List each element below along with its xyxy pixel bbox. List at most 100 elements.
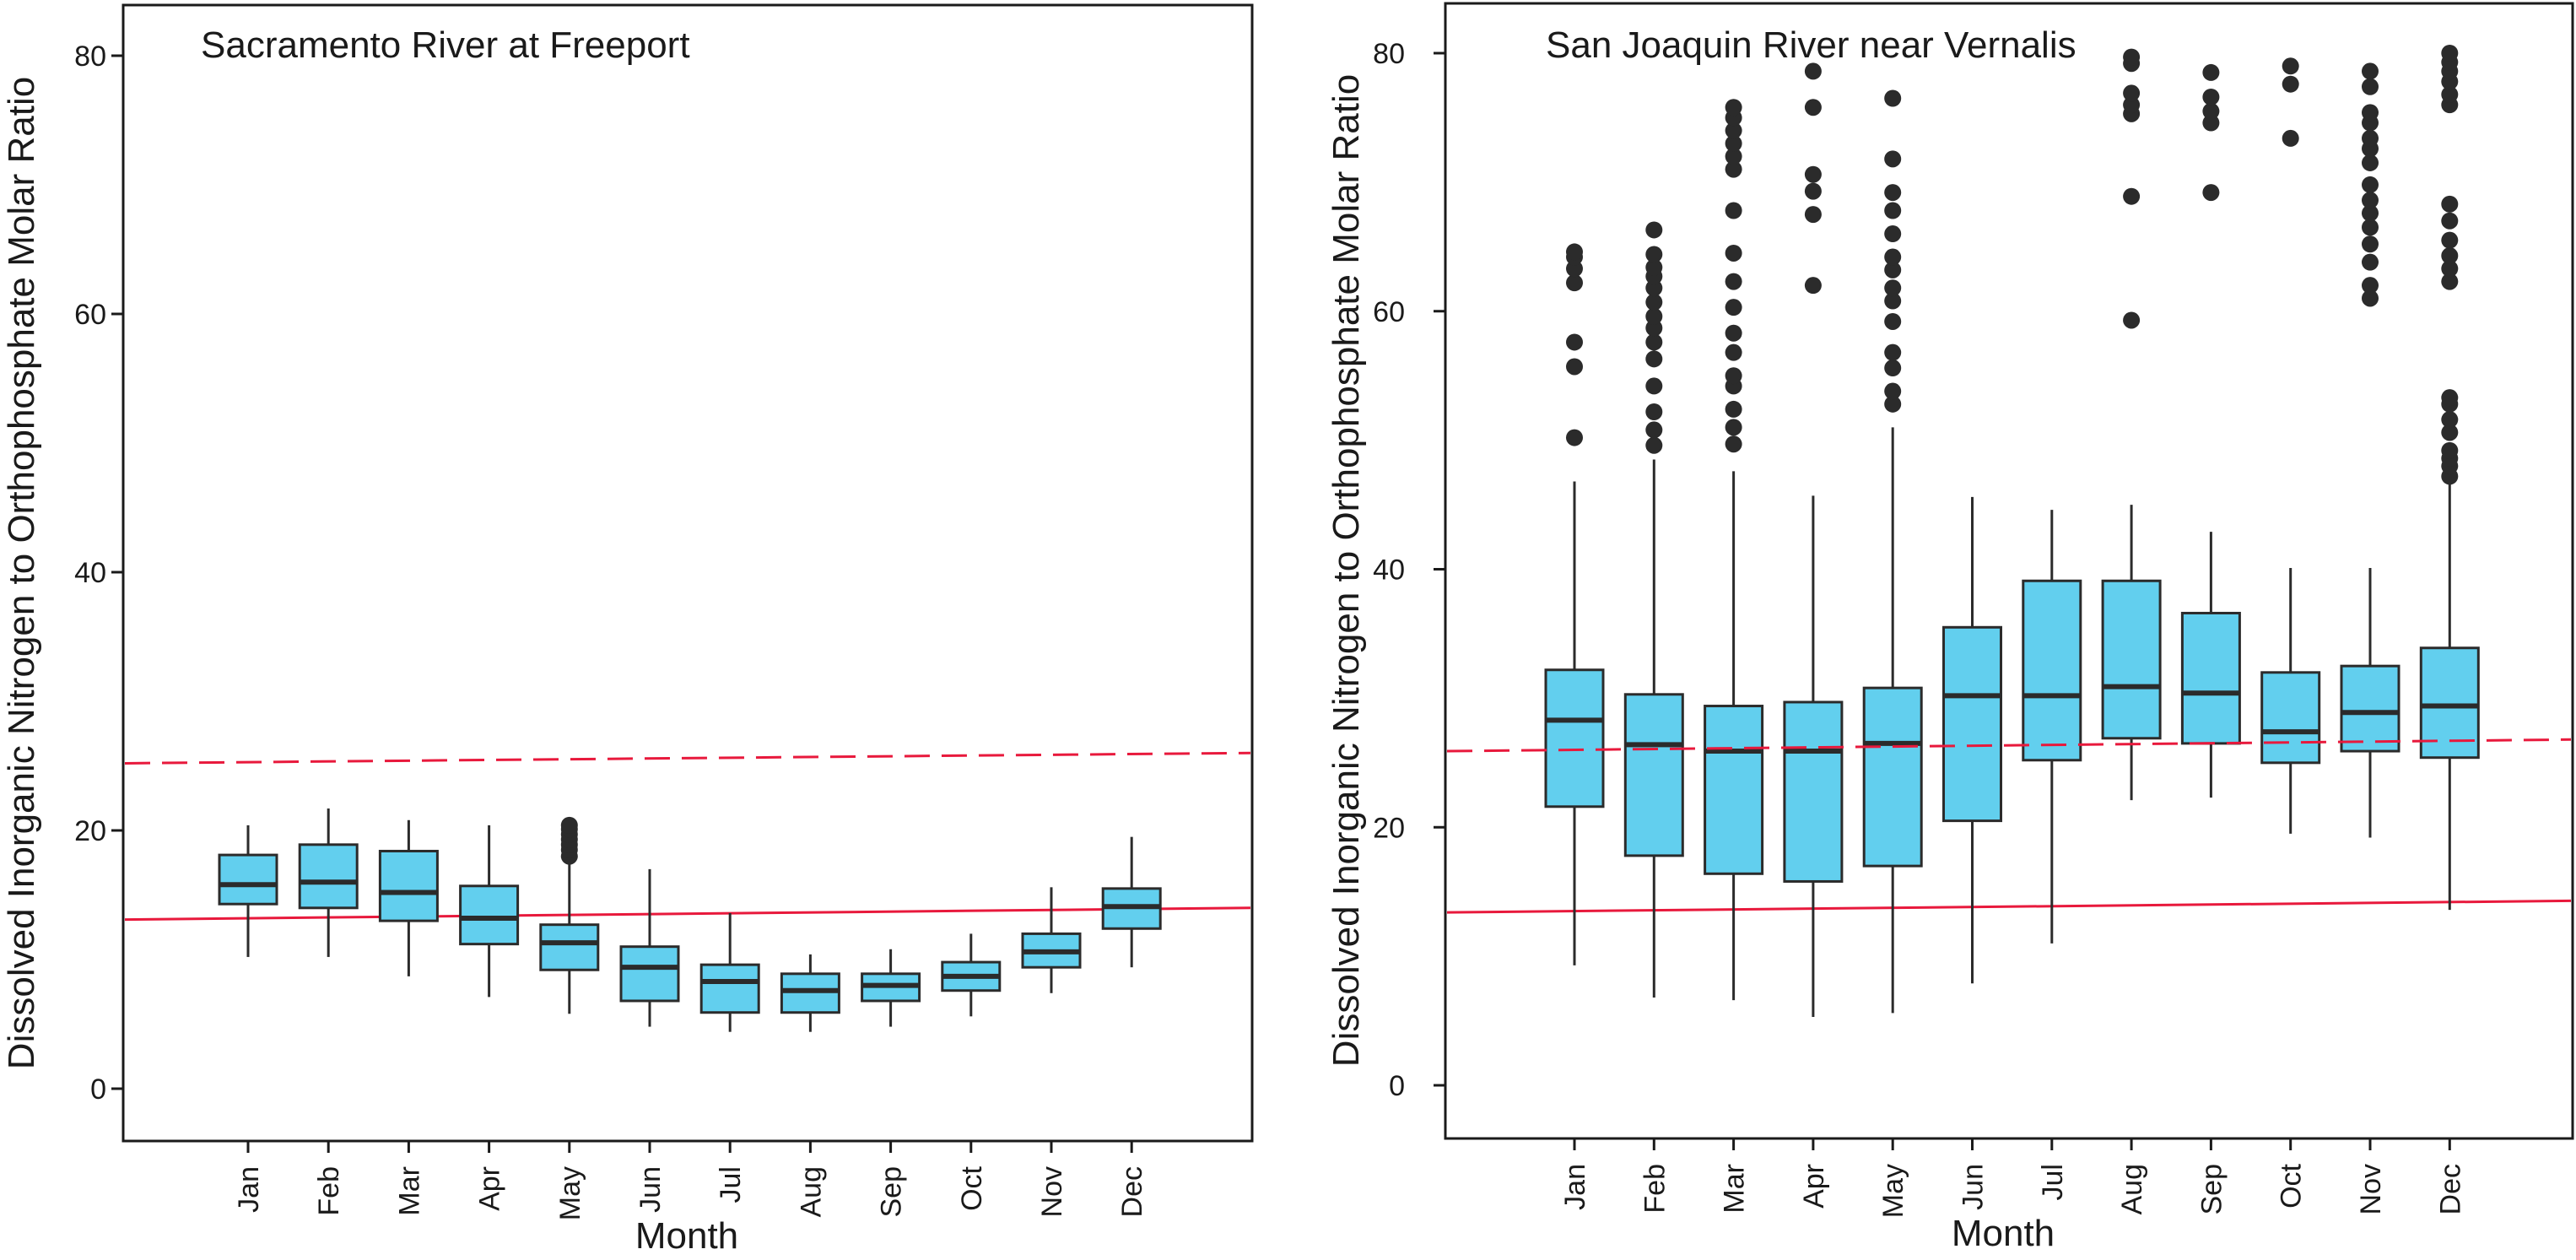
outlier-point: [1804, 277, 1822, 295]
y-tick-label: 60: [1373, 296, 1405, 328]
outlier-point: [2362, 176, 2379, 193]
outlier-point: [2282, 57, 2299, 75]
outlier-point: [1645, 350, 1663, 368]
outlier-point: [560, 816, 578, 834]
outlier-point: [1884, 395, 1902, 413]
left-x-axis-label: Month: [635, 1215, 738, 1257]
outlier-point: [1566, 333, 1583, 351]
outlier-point: [1725, 160, 1742, 178]
outlier-point: [1645, 294, 1663, 311]
x-tick-label: Aug: [2116, 1164, 2148, 1215]
y-tick-label: 80: [1373, 38, 1405, 70]
outlier-point: [1725, 419, 1742, 436]
outlier-point: [1725, 273, 1742, 290]
outlier-point: [2202, 102, 2220, 120]
x-tick-label: Apr: [474, 1166, 506, 1211]
outlier-point: [1884, 312, 1902, 330]
outlier-point: [1645, 436, 1663, 454]
left-marks: 0 20 40 60 80 Jan Feb Mar Apr May Jun Jul Aug Sep Oct N…: [74, 41, 1251, 1220]
outlier-point: [1566, 358, 1583, 376]
outlier-point: [1645, 279, 1663, 297]
reference-line-dashed: [124, 751, 1251, 765]
outlier-point: [1884, 279, 1902, 297]
outlier-point: [2441, 260, 2459, 278]
outlier-point: [2441, 212, 2459, 230]
x-tick-label: Oct: [2276, 1163, 2308, 1208]
outlier-point: [2362, 154, 2379, 171]
outlier-point: [2123, 311, 2141, 329]
outlier-point: [1725, 435, 1742, 453]
outlier-point: [1884, 382, 1902, 400]
outlier-point: [1645, 307, 1663, 325]
outlier-point: [1645, 377, 1663, 395]
outlier-point: [1566, 260, 1583, 278]
outlier-point: [1725, 99, 1742, 116]
box-feb: [1623, 693, 1684, 857]
y-tick-label: 60: [74, 299, 106, 331]
outlier-point: [2202, 88, 2220, 105]
outlier-point: [2362, 62, 2379, 80]
outlier-point: [2362, 253, 2379, 271]
box-aug: [780, 972, 840, 1014]
right-marks: 0 20 40 60 80 Jan Feb Mar Apr May Jun Jul Aug Sep Oct N…: [1373, 38, 2572, 1218]
outlier-point: [2362, 104, 2379, 122]
outlier-point: [2441, 45, 2459, 62]
x-tick-label: Sep: [876, 1166, 908, 1218]
box-jul: [2022, 579, 2082, 762]
x-tick-label: Apr: [1798, 1164, 1830, 1209]
outlier-point: [2441, 273, 2459, 290]
x-tick-label: Aug: [795, 1166, 827, 1218]
y-tick-label: 20: [1373, 812, 1405, 844]
x-tick-label: Nov: [2355, 1164, 2387, 1214]
x-tick-label: Mar: [393, 1166, 425, 1216]
y-tick-label: 0: [90, 1073, 106, 1106]
box-jun: [1942, 625, 2002, 823]
box-jan: [1544, 668, 1605, 808]
outlier-point: [1884, 360, 1902, 377]
box-may: [1862, 686, 1923, 868]
x-tick-label: Feb: [313, 1166, 345, 1216]
outlier-point: [1884, 261, 1902, 278]
outlier-point: [1804, 165, 1822, 183]
outlier-point: [2441, 411, 2459, 429]
right-x-axis-label: Month: [1952, 1213, 2055, 1254]
outlier-point: [1884, 150, 1902, 168]
outlier-point: [2362, 129, 2379, 147]
x-tick-label: Oct: [956, 1165, 988, 1210]
outlier-point: [1566, 243, 1583, 261]
outlier-point: [2123, 187, 2141, 205]
x-tick-label: Jan: [233, 1166, 265, 1213]
outlier-point: [2282, 129, 2299, 147]
outlier-point: [1645, 258, 1663, 276]
x-tick-label: Dec: [2434, 1164, 2466, 1214]
outlier-point: [2362, 204, 2379, 222]
outlier-point: [1884, 292, 1902, 310]
x-tick-label: Dec: [1116, 1166, 1148, 1217]
x-tick-label: May: [554, 1166, 586, 1220]
outlier-point: [1566, 429, 1583, 446]
box-apr: [459, 884, 520, 946]
outlier-point: [1804, 62, 1822, 80]
outlier-point: [1725, 135, 1742, 153]
left-plot-frame: [122, 3, 1254, 1143]
outlier-point: [2123, 48, 2141, 66]
right-panel: 0 20 40 60 80 Jan Feb Mar Apr May Jun Jul Aug Sep Oct N…: [1326, 2, 2574, 1254]
reference-line-dashed: [1446, 738, 2572, 753]
outlier-point: [1804, 182, 1822, 200]
outlier-point: [2202, 63, 2220, 81]
outlier-point: [1645, 221, 1663, 239]
outlier-point: [2202, 114, 2220, 132]
right-y-axis-label: Dissolved Inorganic Nitrogen to Orthopho…: [1326, 74, 1367, 1067]
left-panel: 0 20 40 60 80 Jan Feb Mar Apr May Jun Jul Aug Sep Oct N…: [1, 3, 1254, 1257]
x-tick-label: Nov: [1036, 1166, 1068, 1217]
outlier-point: [1725, 244, 1742, 262]
x-tick-label: Sep: [2195, 1164, 2228, 1215]
right-plot-frame: [1444, 2, 2574, 1140]
x-tick-label: Jul: [715, 1166, 747, 1203]
outlier-point: [2362, 289, 2379, 307]
x-tick-label: Jun: [635, 1166, 667, 1213]
x-tick-label: Mar: [1719, 1164, 1751, 1214]
outlier-point: [2441, 247, 2459, 265]
outlier-point: [2362, 78, 2379, 95]
x-tick-label: Jun: [1958, 1164, 1990, 1210]
